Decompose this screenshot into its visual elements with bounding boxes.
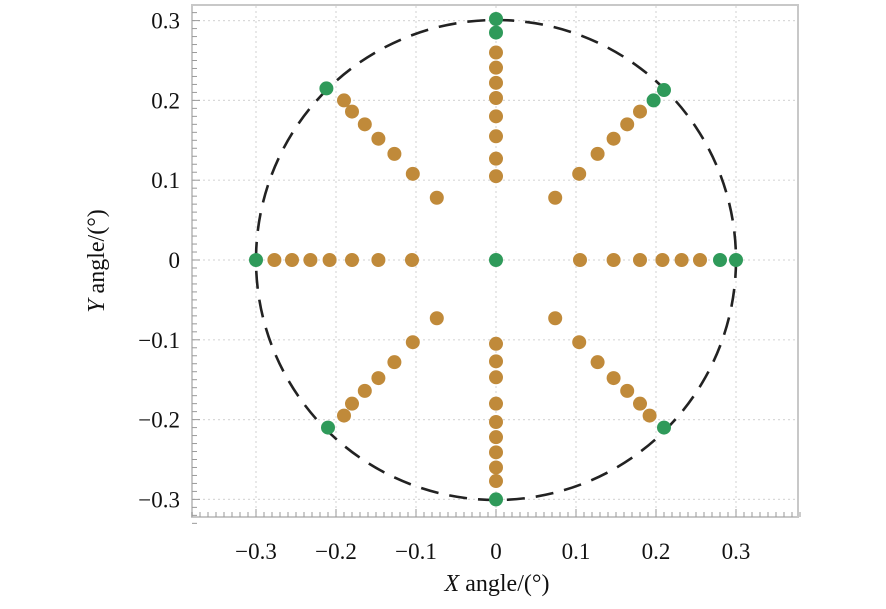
data-point [606, 131, 621, 146]
data-point-green [321, 420, 335, 435]
data-point [337, 408, 351, 423]
data-point-green [489, 25, 503, 40]
data-point [345, 396, 359, 411]
x-tick-labels: −0.3 −0.2 −0.1 0 0.1 0.2 0.3 [235, 539, 750, 564]
data-point [303, 253, 318, 267]
data-point [572, 166, 587, 181]
data-point [371, 371, 386, 386]
data-point [606, 371, 621, 386]
y-tick-label: −0.2 [138, 408, 180, 433]
x-tick-label: −0.3 [235, 539, 277, 564]
data-point [489, 430, 503, 445]
data-point [285, 253, 299, 267]
x-axis-label: X angle/(°) [444, 571, 550, 597]
data-point [405, 253, 419, 267]
data-point [489, 45, 503, 60]
data-point-green [489, 492, 503, 507]
data-point [337, 93, 351, 108]
x-tick-label: 0.3 [722, 539, 751, 564]
y-tick-label: −0.1 [138, 328, 180, 353]
y-tick-label: 0 [169, 248, 181, 273]
data-point [674, 253, 689, 267]
data-point [405, 166, 420, 181]
data-point [345, 253, 359, 267]
data-point [655, 253, 670, 267]
y-tick-label: 0.1 [151, 168, 180, 193]
x-tick-label: 0 [490, 539, 502, 564]
data-point-green [489, 253, 503, 267]
data-point [489, 414, 503, 429]
data-point [357, 383, 372, 398]
data-point [620, 117, 635, 132]
data-point-green [249, 253, 263, 267]
data-point [590, 355, 605, 370]
data-point [387, 355, 402, 370]
data-point [633, 253, 647, 267]
y-tick-label: 0.2 [151, 88, 180, 113]
data-point [489, 445, 503, 460]
minor-ticks [191, 12, 801, 524]
data-point [489, 129, 503, 144]
data-point [573, 253, 587, 267]
data-point [357, 117, 372, 132]
data-point [590, 146, 605, 161]
data-points [249, 12, 743, 507]
data-point [371, 253, 386, 267]
data-point [633, 104, 647, 119]
data-point [345, 104, 359, 119]
y-tick-label: 0.3 [151, 9, 180, 34]
x-tick-label: 0.1 [562, 539, 591, 564]
data-point [489, 169, 503, 184]
data-point-green [319, 81, 334, 96]
data-point [572, 335, 587, 350]
data-point [693, 253, 707, 267]
data-point [620, 383, 635, 398]
data-point [548, 311, 563, 326]
data-point [489, 336, 503, 351]
data-point [267, 253, 282, 267]
data-point [642, 408, 657, 423]
data-point-green [729, 253, 743, 267]
data-point [489, 91, 503, 106]
data-point [489, 60, 503, 75]
data-point-green [489, 12, 503, 27]
data-point-green [713, 253, 727, 267]
data-point [371, 131, 386, 146]
data-point [489, 460, 503, 475]
data-point [489, 474, 503, 489]
y-axis-label: Y angle/(°) [84, 209, 110, 313]
x-tick-label: −0.2 [315, 539, 357, 564]
x-tick-label: 0.2 [642, 539, 671, 564]
data-point [489, 354, 503, 369]
x-tick-label: −0.1 [395, 539, 437, 564]
data-point [489, 75, 503, 90]
data-point [489, 370, 503, 385]
data-point [322, 253, 337, 267]
data-point-green [657, 420, 671, 435]
y-tick-labels: 0.3 0.2 0.1 0 −0.1 −0.2 −0.3 [138, 9, 180, 513]
data-point [606, 253, 621, 267]
data-point [387, 146, 402, 161]
data-point [429, 190, 444, 205]
data-point [429, 311, 444, 326]
y-tick-label: −0.3 [138, 487, 180, 512]
data-point [489, 109, 503, 124]
data-point [405, 335, 420, 350]
data-point [489, 396, 503, 411]
data-point-green [646, 93, 661, 108]
data-point [489, 151, 503, 166]
data-point-green [657, 83, 671, 98]
data-point [633, 396, 647, 411]
data-point [548, 190, 563, 205]
